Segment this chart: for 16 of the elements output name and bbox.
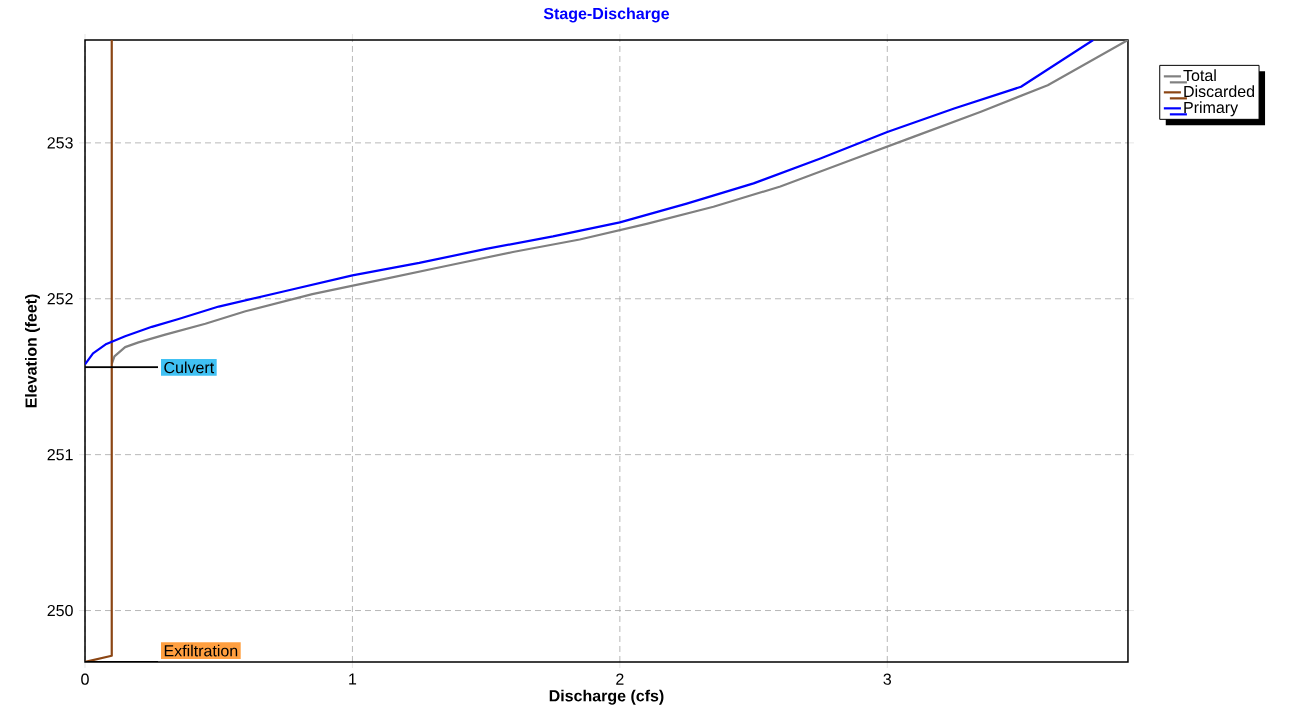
annotation: Exfiltration xyxy=(164,644,238,657)
x-tick-label: 3 xyxy=(883,673,892,685)
x-tick-label: 1 xyxy=(349,673,357,685)
y-tick-label: 252 xyxy=(47,293,73,305)
chart-title: Stage-Discharge xyxy=(543,7,670,23)
legend-label: Discarded xyxy=(1184,85,1255,98)
legend-label: Total xyxy=(1183,69,1216,82)
y-tick-label: 253 xyxy=(47,137,73,149)
y-tick-label: 250 xyxy=(47,604,73,617)
x-tick-label: 2 xyxy=(616,673,624,685)
annotation: Culvert xyxy=(164,361,215,374)
x-axis-title: Discharge (cfs) xyxy=(549,689,664,705)
legend-label: Primary xyxy=(1184,101,1239,117)
x-tick-label: 0 xyxy=(81,673,89,685)
y-tick-label: 251 xyxy=(47,448,73,461)
y-axis-title: Elevation (feet) xyxy=(25,294,40,408)
